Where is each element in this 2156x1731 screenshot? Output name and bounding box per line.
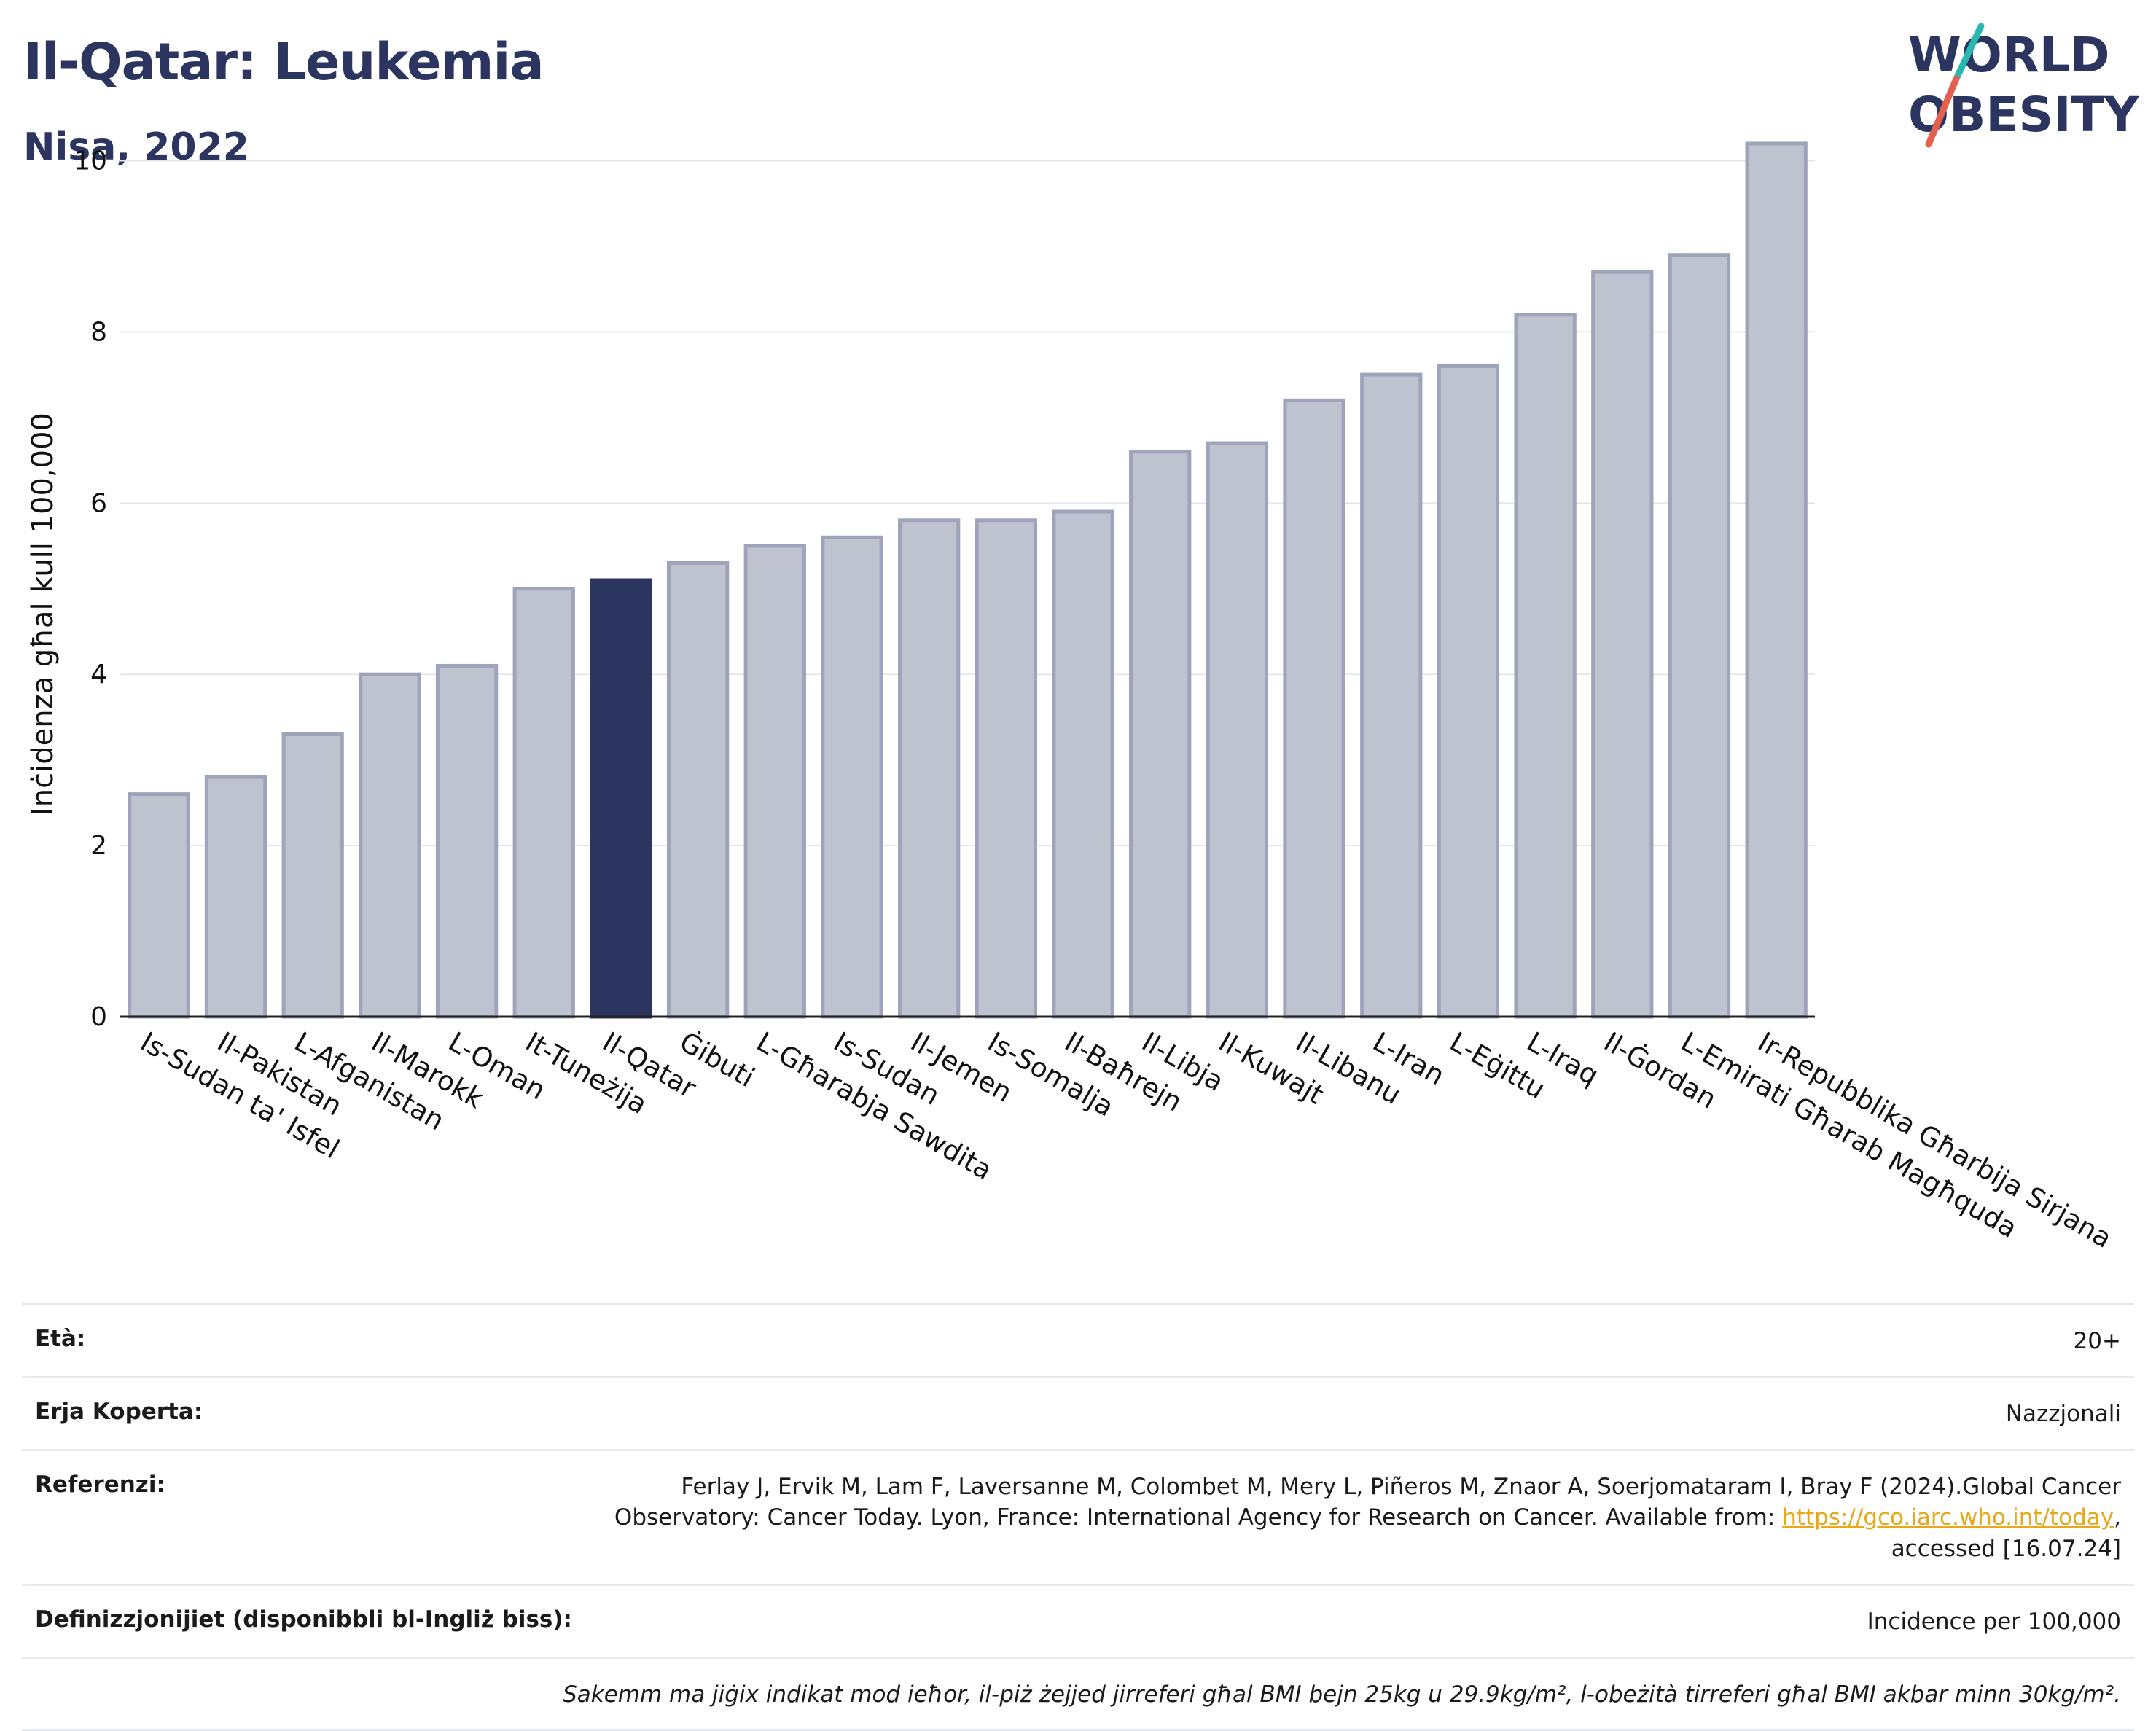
- definitions-label: Definizzjonijiet (disponibbli bl-Ingliż …: [35, 1606, 572, 1633]
- bar-18: [1514, 313, 1577, 1019]
- world-obesity-logo: WORLD OBESITY: [1908, 23, 2140, 148]
- obesity-note: Sakemm ma jiġix indikat mod ieħor, il-pi…: [563, 1681, 2121, 1708]
- svg-text:WORLD: WORLD: [1908, 27, 2110, 83]
- bar-20: [1668, 253, 1731, 1019]
- reference-line-3: accessed [16.07.24]: [1891, 1536, 2121, 1563]
- metadata-table: Età: 20+ Erja Koperta: Nazzjonali Refere…: [22, 1303, 2134, 1731]
- y-tick-label: 8: [90, 317, 107, 347]
- bar-13: [1129, 450, 1192, 1019]
- bar-8: [743, 544, 806, 1019]
- x-tick-label: L-Emirati Għarab Magħquda: [1676, 1026, 2023, 1245]
- bar-14: [1206, 441, 1269, 1019]
- bar-7: [666, 561, 730, 1019]
- page-subtitle: Nisa, 2022: [23, 125, 249, 169]
- bar-2: [281, 732, 344, 1019]
- y-tick-label: 6: [90, 488, 107, 518]
- y-tick-label: 0: [90, 1002, 107, 1032]
- meta-row-area: Erja Koperta: Nazzjonali: [22, 1375, 2134, 1449]
- meta-row-age: Età: 20+: [22, 1303, 2134, 1376]
- references-label: Referenzi:: [35, 1471, 165, 1498]
- reference-line-1: Ferlay J, Ervik M, Lam F, Laversanne M, …: [681, 1473, 2121, 1500]
- area-value: Nazzjonali: [2005, 1400, 2121, 1427]
- bar-1: [204, 775, 267, 1019]
- references-value: Ferlay J, Ervik M, Lam F, Laversanne M, …: [614, 1472, 2121, 1565]
- reference-link[interactable]: https://gco.iarc.who.int/today: [1782, 1504, 2114, 1531]
- bar-17: [1437, 364, 1500, 1019]
- bar-3: [359, 672, 421, 1019]
- reference-line-2: Observatory: Cancer Today. Lyon, France:…: [614, 1504, 1783, 1531]
- y-tick-label: 2: [90, 831, 107, 861]
- bar-15: [1283, 398, 1345, 1019]
- bar-12: [1052, 509, 1114, 1019]
- reference-comma: ,: [2114, 1504, 2121, 1531]
- age-label: Età:: [35, 1326, 86, 1352]
- bar-5: [512, 587, 575, 1019]
- y-axis-label: Inċidenza għal kull 100,000: [26, 413, 60, 816]
- meta-row-references: Referenzi: Ferlay J, Ervik M, Lam F, Lav…: [22, 1448, 2134, 1584]
- bar-21: [1745, 141, 1808, 1019]
- area-label: Erja Koperta:: [35, 1398, 203, 1425]
- bars: [128, 141, 1808, 1019]
- bar-9: [821, 535, 883, 1019]
- meta-row-definitions: Definizzjonijiet (disponibbli bl-Ingliż …: [22, 1583, 2134, 1657]
- y-tick-label: 4: [90, 660, 107, 689]
- bar-4: [435, 663, 499, 1019]
- bar-10: [898, 518, 961, 1019]
- meta-row-note: Sakemm ma jiġix indikat mod ieħor, il-pi…: [22, 1656, 2134, 1731]
- bar-16: [1360, 372, 1423, 1019]
- y-axis-ticks: 0 2 4 6 8 10: [74, 146, 107, 1032]
- bar-19: [1591, 270, 1654, 1019]
- page-title: Il-Qatar: Leukemia: [23, 32, 544, 92]
- definitions-value: Incidence per 100,000: [1867, 1608, 2121, 1635]
- y-tick-label: 10: [74, 146, 107, 176]
- bar-0: [128, 792, 190, 1019]
- x-axis-labels: Is-Sudan ta' IsfelIl-PakistanL-Afganista…: [135, 1026, 2117, 1254]
- bar-11: [975, 518, 1037, 1019]
- x-tick-label: Ir-Repubblika Għarbija Sirjana: [1753, 1026, 2117, 1254]
- bar-chart: 0 2 4 6 8 10 Is-Sudan ta' IsfelIl-PakistanL-A…: [26, 141, 2117, 1254]
- bar-6: [590, 578, 652, 1019]
- age-value: 20+: [2073, 1328, 2121, 1354]
